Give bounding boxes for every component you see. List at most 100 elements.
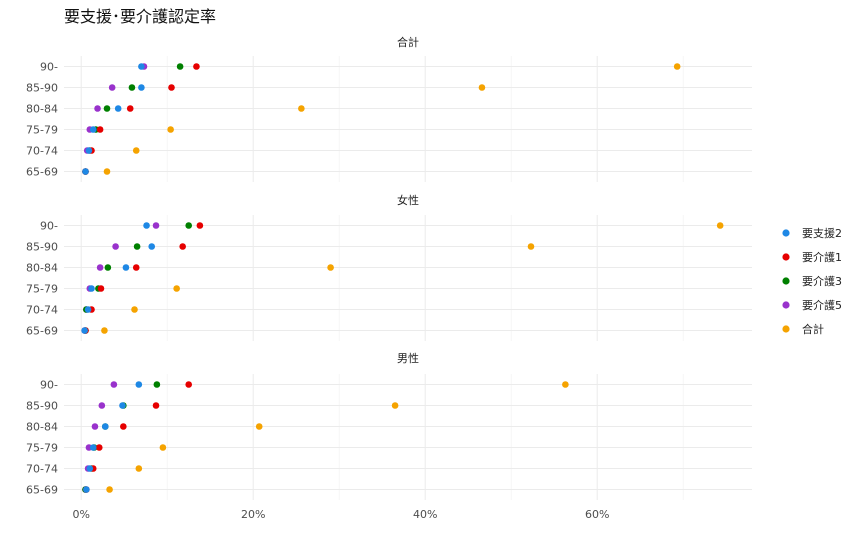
facet-title: 合計: [397, 35, 419, 49]
data-point: [143, 222, 150, 229]
data-point: [112, 243, 119, 250]
x-tick-label: 20%: [241, 508, 265, 521]
data-point: [98, 402, 106, 409]
y-tick-label: 70-74: [26, 463, 58, 476]
data-point: [85, 147, 93, 154]
x-tick-label: 0%: [72, 508, 89, 521]
chart-title: 要支援･要介護認定率: [64, 7, 216, 26]
data-point: [101, 327, 108, 334]
data-point: [82, 168, 89, 175]
facet-panel: 90- 85-90 80-84 75-79 70-74 65-69 男性: [26, 351, 752, 500]
data-point: [88, 285, 95, 292]
legend-key: [782, 325, 790, 333]
data-point: [138, 84, 145, 91]
facet-panel: 90- 85-90 80-84 75-79 70-74 65-69 合計: [26, 35, 752, 182]
data-point: [120, 423, 127, 430]
facet-title: 女性: [397, 193, 419, 207]
legend-key: [782, 301, 790, 309]
data-point: [562, 381, 569, 388]
data-point: [97, 285, 105, 292]
y-tick-label: 85-90: [26, 82, 58, 95]
data-point: [152, 402, 160, 409]
legend-item: 要支援2: [782, 226, 842, 240]
data-point: [135, 465, 143, 472]
data-point: [173, 285, 180, 292]
data-point: [108, 84, 116, 91]
data-point: [103, 105, 111, 112]
y-tick-label: 90-: [40, 379, 58, 392]
data-point: [391, 402, 399, 409]
y-tick-label: 70-74: [26, 145, 58, 158]
y-tick-label: 85-90: [26, 241, 58, 254]
data-point: [176, 63, 184, 70]
data-point: [153, 381, 161, 388]
data-point: [81, 327, 88, 334]
x-tick-label: 60%: [585, 508, 609, 521]
data-point: [122, 264, 130, 271]
y-tick-label: 75-79: [26, 283, 58, 296]
legend-label: 要支援2: [802, 226, 842, 240]
data-point: [133, 243, 141, 250]
data-point: [89, 444, 97, 451]
data-point: [138, 63, 145, 70]
data-point: [298, 105, 305, 112]
legend-item: 要介護3: [782, 274, 842, 288]
y-tick-label: 65-69: [26, 166, 58, 179]
data-point: [167, 126, 174, 133]
data-point: [159, 444, 167, 451]
data-point: [126, 105, 134, 112]
data-point: [103, 168, 111, 175]
data-point: [96, 264, 104, 271]
legend-key: [782, 229, 790, 237]
legend-key: [782, 253, 790, 261]
data-point: [132, 147, 140, 154]
y-tick-label: 80-84: [26, 262, 58, 275]
legend-label: 要介護5: [802, 298, 842, 312]
y-tick-label: 75-79: [26, 124, 58, 137]
y-tick-label: 70-74: [26, 304, 58, 317]
legend-item: 要介護1: [782, 250, 842, 264]
y-tick-label: 65-69: [26, 325, 58, 338]
y-tick-label: 75-79: [26, 442, 58, 455]
data-point: [673, 63, 681, 70]
data-point: [179, 243, 186, 250]
data-point: [327, 264, 334, 271]
data-point: [168, 84, 175, 91]
data-point: [255, 423, 263, 430]
data-point: [84, 306, 92, 313]
y-tick-label: 85-90: [26, 400, 58, 413]
data-point: [128, 84, 136, 91]
data-point: [716, 222, 724, 229]
data-point: [101, 423, 109, 430]
y-tick-label: 90-: [40, 61, 58, 74]
data-point: [89, 126, 97, 133]
y-tick-label: 65-69: [26, 484, 58, 497]
x-axis: 0% 20% 40% 60%: [72, 508, 609, 521]
data-point: [196, 222, 204, 229]
data-point: [86, 465, 94, 472]
data-point: [148, 243, 156, 250]
y-tick-label: 80-84: [26, 421, 58, 434]
data-point: [478, 84, 486, 91]
data-point: [110, 381, 118, 388]
y-tick-label: 80-84: [26, 103, 58, 116]
data-point: [83, 486, 90, 493]
data-point: [152, 222, 160, 229]
data-point: [193, 63, 200, 70]
data-point: [95, 444, 103, 451]
data-point: [185, 381, 192, 388]
legend-item: 合計: [782, 322, 824, 336]
facet-panel: 90- 85-90 80-84 75-79 70-74 65-69 女性: [26, 193, 752, 341]
legend-item: 要介護5: [782, 298, 842, 312]
y-tick-label: 90-: [40, 220, 58, 233]
legend-label: 合計: [802, 322, 824, 336]
data-point: [132, 264, 140, 271]
data-point: [185, 222, 192, 229]
legend: 要支援2 要介護1 要介護3 要介護5 合計: [782, 226, 842, 336]
legend-label: 要介護3: [802, 274, 842, 288]
facet-title: 男性: [397, 351, 419, 365]
data-point: [114, 105, 122, 112]
data-point: [94, 105, 101, 112]
data-point: [131, 306, 138, 313]
data-point: [527, 243, 535, 250]
